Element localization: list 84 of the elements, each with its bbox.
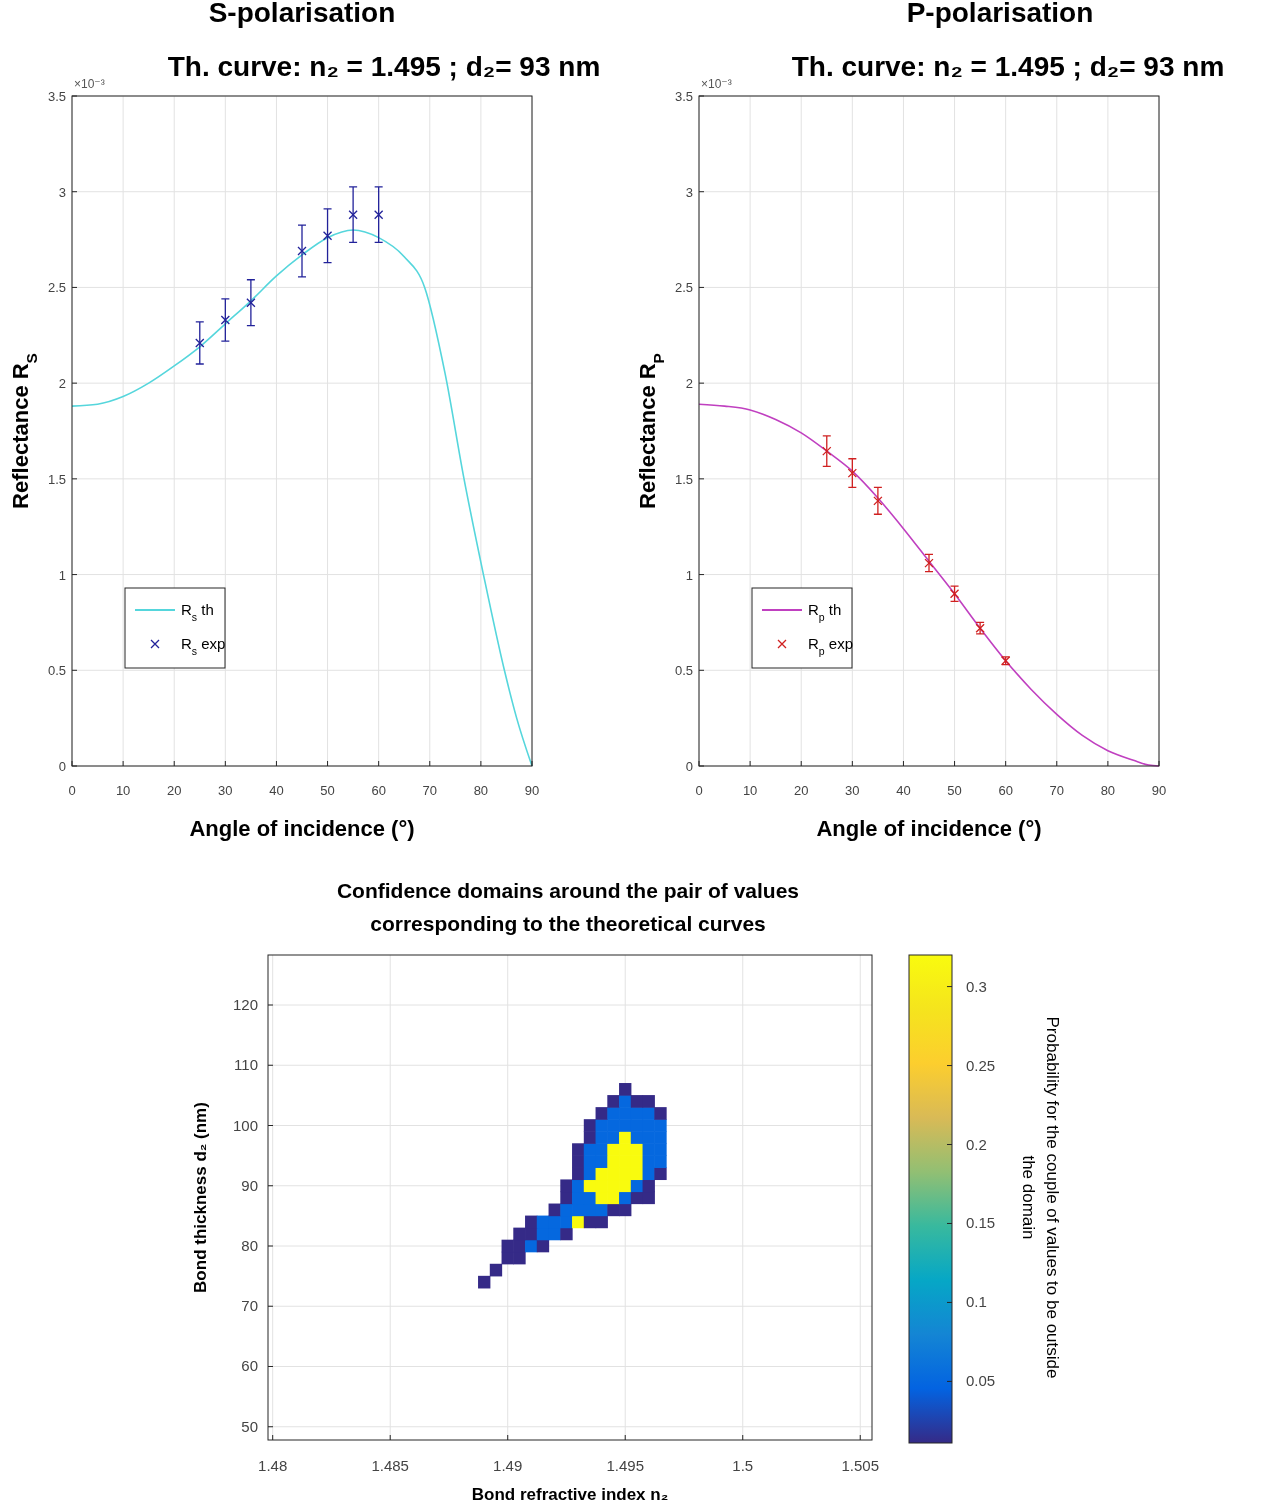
x-tick-label: 80 — [1100, 783, 1116, 798]
y-tick-label: 2.5 — [674, 280, 693, 296]
x-tick-label: 10 — [115, 783, 131, 798]
x-tick-label: 70 — [1049, 783, 1065, 798]
x-tick-label: 30 — [845, 783, 860, 798]
x-tick-label: 0 — [695, 783, 703, 798]
x-axis-title: Angle of incidence (°) — [816, 816, 1042, 841]
x-tick-label: 1.5 — [732, 1457, 754, 1474]
y-tick-label: 3.5 — [674, 89, 693, 104]
x-axis-title: Angle of incidence (°) — [189, 816, 415, 841]
x-tick-label: 50 — [320, 783, 335, 798]
x-tick-label: 50 — [947, 783, 962, 798]
y-tick-label: 0 — [58, 759, 66, 774]
x-tick-label: 30 — [218, 783, 233, 798]
point — [822, 446, 832, 456]
color-bar-label: 0.15 — [966, 1214, 996, 1232]
y-tick-label: 100 — [232, 1116, 258, 1134]
y-axis-title: Bond thickness d₂ (nm) — [191, 1102, 210, 1293]
x-tick-label: 60 — [998, 783, 1013, 798]
chart-title: P-polarisation — [906, 0, 1094, 28]
color-bar-label: 0.2 — [966, 1135, 987, 1153]
point — [220, 315, 230, 325]
x-tick-label: 40 — [896, 783, 911, 798]
chart-title: Confidence domains around the pair of values corresponding to the theoretical curves — [336, 879, 800, 935]
point — [322, 231, 333, 241]
color-bar-label: 0.3 — [966, 977, 987, 995]
x-tick-label: 80 — [473, 783, 489, 798]
point — [297, 246, 307, 256]
legend-label: R$_{s}$ th — [181, 601, 214, 623]
y-tick-label: 60 — [241, 1357, 258, 1375]
y-tick-label: 3 — [685, 184, 693, 200]
x-tick-label: 0 — [68, 783, 76, 798]
y-tick-label: 80 — [241, 1237, 258, 1254]
x-tick-label: 60 — [371, 783, 386, 798]
point — [374, 210, 384, 220]
point — [847, 468, 857, 478]
color-bar-label: 0.05 — [966, 1372, 996, 1390]
x-tick-label: 20 — [793, 783, 809, 798]
text: ×10⁻³ — [74, 77, 105, 91]
color-bar-label: 0.1 — [966, 1293, 987, 1311]
y-tick-label: 2 — [685, 376, 693, 392]
point — [246, 298, 256, 308]
x-tick-label: 1.485 — [371, 1457, 409, 1474]
y-tick-label: 1.5 — [674, 471, 693, 487]
y-tick-label: 3 — [58, 184, 66, 200]
y-tick-label: 1 — [685, 567, 693, 583]
point — [348, 210, 358, 220]
x-tick-label: 10 — [742, 783, 758, 798]
y-tick-label: 90 — [241, 1176, 258, 1194]
legend-label: R$_{s}$ exp — [181, 635, 226, 657]
x-tick-label: 40 — [269, 783, 284, 798]
x-tick-label: 1.495 — [606, 1457, 644, 1474]
point — [873, 496, 883, 506]
chart-subtitle: Th. curve: n₂ = 1.495 ; d₂= 93 nm — [791, 51, 1225, 82]
y-tick-label: 110 — [234, 1056, 258, 1074]
y-tick-label: 1 — [58, 567, 66, 583]
y-tick-label: 2.5 — [47, 280, 66, 296]
x-tick-label: 1.48 — [258, 1457, 288, 1474]
y-tick-label: 70 — [241, 1297, 258, 1315]
y-tick-label: 2 — [58, 376, 66, 392]
chart-title: S-polarisation — [208, 0, 396, 28]
y-tick-label: 0.5 — [674, 663, 693, 679]
y-tick-label: 1.5 — [47, 471, 66, 487]
y-tick-label: 0 — [685, 759, 693, 774]
color-bar-title: Probability for the couple of values to be outside the domain — [1019, 1016, 1062, 1379]
y-tick-label: 0.5 — [47, 663, 66, 679]
x-tick-label: 90 — [524, 783, 540, 798]
legend-label: R$_{p}$ exp — [808, 635, 854, 657]
y-tick-label: 50 — [241, 1417, 258, 1435]
text: ×10⁻³ — [701, 77, 732, 91]
x-axis-title: Bond refractive index n₂ — [471, 1485, 669, 1504]
chart-subtitle: Th. curve: n₂ = 1.495 ; d₂= 93 nm — [167, 51, 601, 82]
y-tick-label: 120 — [232, 996, 258, 1014]
x-tick-label: 70 — [422, 783, 438, 798]
x-tick-label: 1.49 — [493, 1457, 523, 1474]
point — [924, 558, 934, 568]
legend-label: R$_{p}$ th — [808, 601, 842, 623]
x-tick-label: 1.505 — [841, 1457, 880, 1474]
x-tick-label: 90 — [1151, 783, 1167, 798]
color-bar-label: 0.25 — [966, 1056, 996, 1074]
y-tick-label: 3.5 — [47, 89, 66, 104]
x-tick-label: 20 — [166, 783, 182, 798]
point — [949, 589, 960, 599]
point — [195, 338, 205, 348]
